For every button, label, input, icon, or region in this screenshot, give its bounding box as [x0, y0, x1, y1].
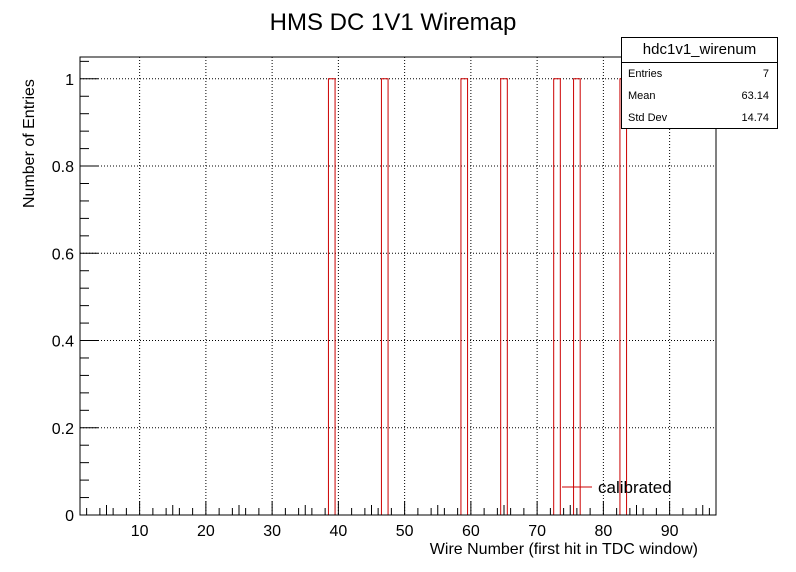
stats-entries-value: 7 — [762, 68, 769, 80]
x-tick-label: 80 — [594, 523, 612, 540]
histogram-bar — [460, 78, 469, 515]
histogram-bar — [573, 78, 581, 515]
x-tick-label: 70 — [528, 523, 546, 540]
x-tick-label: 10 — [131, 523, 149, 540]
plot-frame — [79, 56, 717, 516]
stats-std-value: 14.74 — [741, 112, 769, 124]
stats-entries-label: Entries — [628, 68, 663, 80]
chart-title: HMS DC 1V1 Wiremap — [270, 9, 517, 36]
histogram-bar — [327, 78, 336, 515]
y-tick-label: 0.6 — [52, 246, 74, 263]
x-tick-label: 20 — [197, 523, 215, 540]
y-tick-label: 1 — [65, 72, 74, 89]
x-tick-label: 90 — [661, 523, 679, 540]
x-axis-label: Wire Number (first hit in TDC window) — [430, 541, 698, 558]
histogram-bar — [500, 78, 508, 515]
histogram-bar — [380, 78, 389, 515]
legend-label: calibrated — [598, 478, 672, 497]
y-tick-label: 0 — [65, 508, 74, 525]
stats-row-std: Std Dev 14.74 — [622, 107, 777, 129]
histogram-bar — [553, 78, 561, 515]
stats-title: hdc1v1_wirenum — [622, 38, 777, 63]
stats-mean-value: 63.14 — [741, 90, 769, 102]
legend: calibrated — [562, 478, 672, 497]
x-tick-label: 40 — [329, 523, 347, 540]
histogram-bar — [619, 78, 628, 515]
stats-row-mean: Mean 63.14 — [622, 85, 777, 107]
stats-mean-label: Mean — [628, 90, 656, 102]
histogram-bars — [327, 78, 628, 515]
x-tick-label: 30 — [263, 523, 281, 540]
y-tick-label: 0.4 — [52, 334, 74, 351]
y-tick-label: 0.2 — [52, 421, 74, 438]
axes: 10 20 30 40 50 60 70 80 90 0 0.2 0.4 0.6 0.8 1 — [52, 60, 710, 540]
grid — [80, 57, 716, 515]
x-tick-label: 60 — [462, 523, 480, 540]
stats-row-entries: Entries 7 — [622, 63, 777, 85]
y-axis-label: Number of Entries — [21, 79, 38, 208]
y-tick-label: 0.8 — [52, 159, 74, 176]
stats-std-label: Std Dev — [628, 112, 668, 124]
x-tick-label: 50 — [396, 523, 414, 540]
stats-box: hdc1v1_wirenum Entries 7 Mean 63.14 Std … — [621, 37, 778, 129]
